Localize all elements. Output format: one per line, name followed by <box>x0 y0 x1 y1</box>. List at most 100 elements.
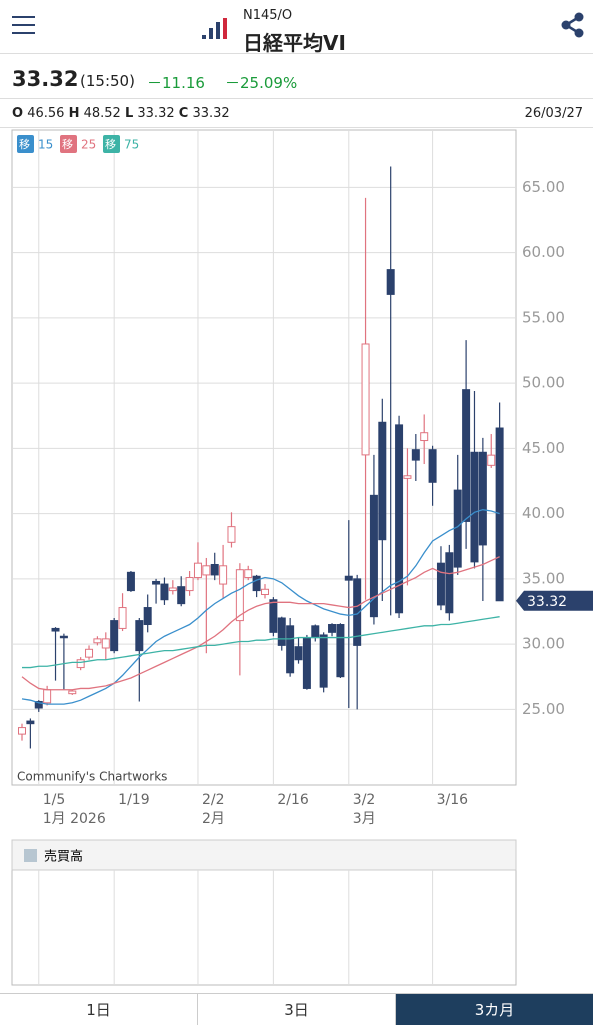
y-tick-label: 30.00 <box>522 635 565 653</box>
x-tick-label: 2/2 <box>202 792 225 808</box>
candle-body <box>210 563 219 576</box>
y-tick-label: 65.00 <box>522 178 565 196</box>
change-pct: －25.09% <box>225 74 298 92</box>
candle-body <box>445 552 454 614</box>
y-tick-label: 55.00 <box>522 308 565 326</box>
candle-body <box>51 627 60 632</box>
candle-body <box>420 432 429 442</box>
tab[interactable]: 3日 <box>198 994 396 1025</box>
candle-body <box>160 583 169 601</box>
symbol-title: 日経平均VI <box>243 31 346 55</box>
label: C <box>178 106 189 121</box>
tab[interactable]: 1日 <box>0 994 198 1025</box>
candle-body <box>353 578 362 646</box>
value: 48.52 <box>83 106 121 121</box>
legend-badge <box>17 135 34 153</box>
x-tick-label: 1/19 <box>118 792 149 808</box>
candle-body <box>261 588 269 596</box>
candle-body <box>294 646 303 661</box>
ma-line <box>22 616 500 669</box>
candle-body <box>411 449 420 461</box>
candle-body <box>235 569 244 622</box>
candle-body <box>470 451 479 563</box>
y-tick-label: 25.00 <box>522 700 565 718</box>
candle-body <box>177 586 186 605</box>
candle-body <box>436 562 445 606</box>
candle-body <box>244 569 253 579</box>
legend-badge-text: 移 <box>62 137 73 151</box>
candle-body <box>34 700 43 709</box>
candle-body <box>76 659 85 669</box>
x-tick-sublabel: 2月 <box>202 811 225 827</box>
candle-body <box>344 575 353 581</box>
x-tick-sublabel: 1月 2026 <box>43 811 106 827</box>
value: 46.56 <box>27 106 65 121</box>
label: O <box>12 106 24 121</box>
candle-body <box>59 635 68 639</box>
candle-body <box>462 389 471 522</box>
y-tick-label: 50.00 <box>522 374 565 392</box>
range-tabs: 1日 3日 3カ月 <box>0 993 593 1025</box>
candle-body <box>487 454 496 466</box>
x-tick-label: 2/16 <box>277 792 309 808</box>
candle-body <box>152 580 161 585</box>
value: 33.32 <box>192 106 230 121</box>
divider <box>0 53 593 54</box>
date: 26/03/27 <box>524 106 583 121</box>
candle-body <box>118 607 127 629</box>
volume-header <box>11 839 517 871</box>
y-tick-label: 45.00 <box>522 439 565 457</box>
candle-body <box>428 449 437 483</box>
candle-body <box>93 638 102 644</box>
candle-body <box>386 269 395 295</box>
candle-body <box>143 607 152 626</box>
candle-body <box>135 620 144 652</box>
legend-badge-text: 移 <box>105 137 116 151</box>
candle-body <box>395 424 404 614</box>
menu-icon[interactable] <box>12 16 36 34</box>
price-tag <box>516 590 593 611</box>
ma-line <box>21 509 500 705</box>
candle-body <box>336 624 345 678</box>
y-tick-label: 40.00 <box>522 504 565 522</box>
price-tag-label: 33.32 <box>527 594 567 610</box>
volume-swatch <box>24 849 37 862</box>
candle-body <box>286 625 295 674</box>
y-tick-label: 35.00 <box>522 569 565 587</box>
legend-label: 75 <box>124 138 139 152</box>
legend-badge <box>60 135 77 153</box>
candle-body <box>328 624 337 633</box>
divider <box>0 98 593 99</box>
legend-badge <box>103 135 120 153</box>
candle-body <box>495 427 504 602</box>
candle-body <box>403 475 412 479</box>
candle-body <box>378 421 387 541</box>
x-tick-sublabel: 3月 <box>353 811 376 827</box>
candle-body <box>453 489 462 568</box>
x-tick-label: 3/16 <box>437 792 469 808</box>
tab[interactable]: 3カ月 <box>396 994 593 1025</box>
candle-body <box>68 690 77 695</box>
price: 33.32 <box>12 67 79 91</box>
candle-body <box>361 343 370 456</box>
candle-body <box>193 562 202 579</box>
plot-frame <box>11 129 517 786</box>
candle-body <box>101 638 110 649</box>
ohlc-row: O 46.56 H 48.52 L 33.32 C 33.32 <box>12 106 230 121</box>
x-tick-label: 3/2 <box>353 792 376 808</box>
candle-body <box>168 587 177 592</box>
candle-body <box>85 648 94 658</box>
divider <box>0 127 593 128</box>
value: 33.32 <box>137 106 175 121</box>
candle-body <box>319 634 328 688</box>
candle-body <box>269 599 278 633</box>
label: L <box>124 106 134 121</box>
logo <box>202 18 227 39</box>
share-icon[interactable] <box>560 12 586 38</box>
candle-body <box>252 575 261 592</box>
time: (15:50) <box>80 72 135 90</box>
volume-title: 売買高 <box>44 849 83 865</box>
candle-body <box>369 494 378 618</box>
